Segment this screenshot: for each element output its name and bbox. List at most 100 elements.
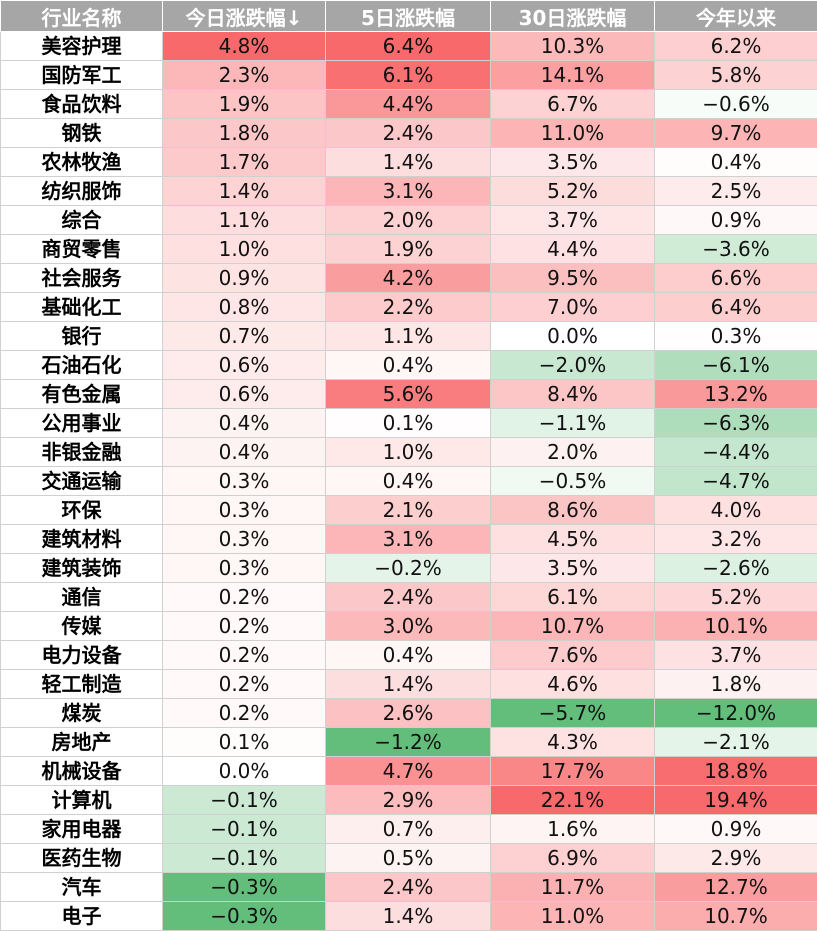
today-change-cell: 1.9% <box>163 90 326 119</box>
ytd-change-cell: 12.7% <box>655 873 817 902</box>
table-header-row: 行业名称 今日涨跌幅↓ 5日涨跌幅 30日涨跌幅 今年以来 <box>1 1 817 32</box>
industry-name-cell: 机械设备 <box>1 757 163 786</box>
5day-change-cell: 0.5% <box>326 844 491 873</box>
industry-name-cell: 煤炭 <box>1 699 163 728</box>
today-change-cell: 0.1% <box>163 728 326 757</box>
ytd-change-cell: −3.6% <box>655 235 817 264</box>
today-change-cell: −0.1% <box>163 786 326 815</box>
30day-change-cell: 4.5% <box>491 525 655 554</box>
5day-change-cell: 2.4% <box>326 583 491 612</box>
ytd-change-cell: −0.6% <box>655 90 817 119</box>
30day-change-cell: 4.6% <box>491 670 655 699</box>
ytd-change-cell: 5.2% <box>655 583 817 612</box>
industry-name-cell: 家用电器 <box>1 815 163 844</box>
30day-change-cell: 4.4% <box>491 235 655 264</box>
ytd-change-cell: 2.9% <box>655 844 817 873</box>
ytd-change-cell: 0.3% <box>655 322 817 351</box>
today-change-cell: 0.4% <box>163 409 326 438</box>
30day-change-cell: 8.4% <box>491 380 655 409</box>
ytd-change-cell: 0.9% <box>655 815 817 844</box>
5day-change-cell: 2.4% <box>326 119 491 148</box>
ytd-change-cell: 1.8% <box>655 670 817 699</box>
industry-name-cell: 银行 <box>1 322 163 351</box>
30day-change-cell: 1.6% <box>491 815 655 844</box>
5day-change-cell: 0.7% <box>326 815 491 844</box>
30day-change-cell: 6.9% <box>491 844 655 873</box>
today-change-cell: 1.0% <box>163 235 326 264</box>
industry-name-cell: 汽车 <box>1 873 163 902</box>
ytd-change-cell: 13.2% <box>655 380 817 409</box>
5day-change-cell: 1.9% <box>326 235 491 264</box>
5day-change-cell: 2.2% <box>326 293 491 322</box>
5day-change-cell: 3.1% <box>326 177 491 206</box>
industry-name-cell: 电子 <box>1 902 163 931</box>
ytd-change-cell: −4.7% <box>655 467 817 496</box>
industry-name-cell: 环保 <box>1 496 163 525</box>
ytd-change-cell: 4.0% <box>655 496 817 525</box>
table-row: 汽车−0.3%2.4%11.7%12.7% <box>1 873 817 902</box>
today-change-cell: 0.3% <box>163 525 326 554</box>
30day-change-cell: 10.3% <box>491 32 655 61</box>
today-change-cell: 0.8% <box>163 293 326 322</box>
5day-change-cell: 2.6% <box>326 699 491 728</box>
today-change-cell: 1.8% <box>163 119 326 148</box>
30day-change-cell: −0.5% <box>491 467 655 496</box>
ytd-change-cell: 6.6% <box>655 264 817 293</box>
30day-change-cell: 3.7% <box>491 206 655 235</box>
30day-change-cell: 3.5% <box>491 554 655 583</box>
today-change-cell: 4.8% <box>163 32 326 61</box>
30day-change-cell: 5.2% <box>491 177 655 206</box>
header-industry-name[interactable]: 行业名称 <box>1 1 163 32</box>
5day-change-cell: −0.2% <box>326 554 491 583</box>
ytd-change-cell: 3.2% <box>655 525 817 554</box>
ytd-change-cell: 10.1% <box>655 612 817 641</box>
30day-change-cell: 0.0% <box>491 322 655 351</box>
ytd-change-cell: 19.4% <box>655 786 817 815</box>
ytd-change-cell: 2.5% <box>655 177 817 206</box>
header-5day-change[interactable]: 5日涨跌幅 <box>326 1 491 32</box>
header-ytd-change[interactable]: 今年以来 <box>655 1 817 32</box>
ytd-change-cell: −2.1% <box>655 728 817 757</box>
industry-name-cell: 美容护理 <box>1 32 163 61</box>
industry-name-cell: 钢铁 <box>1 119 163 148</box>
30day-change-cell: 22.1% <box>491 786 655 815</box>
30day-change-cell: 6.1% <box>491 583 655 612</box>
industry-name-cell: 基础化工 <box>1 293 163 322</box>
5day-change-cell: −1.2% <box>326 728 491 757</box>
today-change-cell: −0.3% <box>163 902 326 931</box>
industry-name-cell: 综合 <box>1 206 163 235</box>
today-change-cell: 0.7% <box>163 322 326 351</box>
5day-change-cell: 3.0% <box>326 612 491 641</box>
industry-name-cell: 有色金属 <box>1 380 163 409</box>
ytd-change-cell: 0.4% <box>655 148 817 177</box>
today-change-cell: 0.0% <box>163 757 326 786</box>
30day-change-cell: −1.1% <box>491 409 655 438</box>
30day-change-cell: 2.0% <box>491 438 655 467</box>
5day-change-cell: 0.4% <box>326 467 491 496</box>
30day-change-cell: −5.7% <box>491 699 655 728</box>
header-today-change[interactable]: 今日涨跌幅↓ <box>163 1 326 32</box>
industry-name-cell: 商贸零售 <box>1 235 163 264</box>
industry-name-cell: 公用事业 <box>1 409 163 438</box>
5day-change-cell: 1.0% <box>326 438 491 467</box>
header-30day-change[interactable]: 30日涨跌幅 <box>491 1 655 32</box>
5day-change-cell: 6.1% <box>326 61 491 90</box>
5day-change-cell: 3.1% <box>326 525 491 554</box>
today-change-cell: 0.2% <box>163 670 326 699</box>
